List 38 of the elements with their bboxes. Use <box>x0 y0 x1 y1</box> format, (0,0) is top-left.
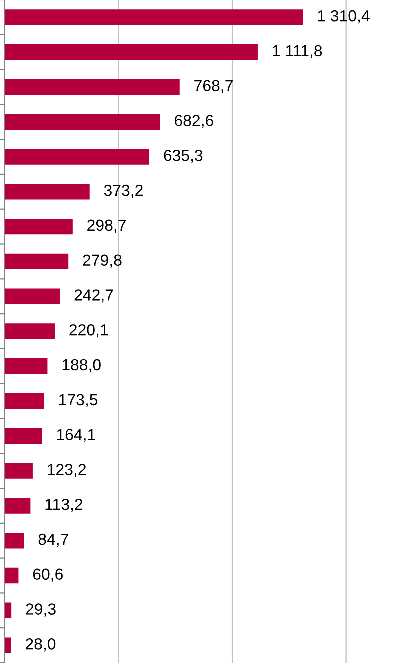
data-label: 60,6 <box>33 568 63 582</box>
data-label: 84,7 <box>38 534 68 548</box>
data-label: 164,1 <box>57 429 96 442</box>
bar <box>4 79 180 96</box>
data-label: 29,3 <box>26 604 56 617</box>
bar <box>4 324 56 340</box>
bar <box>4 428 42 444</box>
bar <box>4 184 90 200</box>
bar <box>4 218 73 235</box>
data-label: 279,8 <box>83 254 122 268</box>
data-label: 28,0 <box>26 638 56 652</box>
data-label: 242,7 <box>74 290 114 303</box>
data-label: 1 310,4 <box>318 10 370 24</box>
data-label: 298,7 <box>88 220 126 233</box>
data-label: 113,2 <box>46 498 83 512</box>
data-label: 188,0 <box>62 359 101 373</box>
bar <box>4 602 12 619</box>
data-label: 682,6 <box>174 115 214 128</box>
bar <box>4 533 24 549</box>
data-label: 373,2 <box>104 184 143 198</box>
bar <box>4 393 44 410</box>
bar <box>4 463 33 479</box>
data-label: 123,2 <box>48 464 86 478</box>
bar <box>4 44 258 60</box>
bar <box>4 254 69 270</box>
data-label: 768,7 <box>194 80 233 94</box>
bar <box>4 288 60 304</box>
bar <box>4 10 304 26</box>
bar <box>4 114 160 130</box>
bar <box>4 568 19 584</box>
bar <box>4 149 150 165</box>
bar <box>4 358 48 374</box>
data-label: 1 111,8 <box>273 45 322 59</box>
data-label: 635,3 <box>164 150 203 164</box>
bar <box>4 638 12 654</box>
data-label: 173,5 <box>60 394 98 408</box>
data-label: 220,1 <box>70 324 108 338</box>
bar <box>4 498 31 514</box>
